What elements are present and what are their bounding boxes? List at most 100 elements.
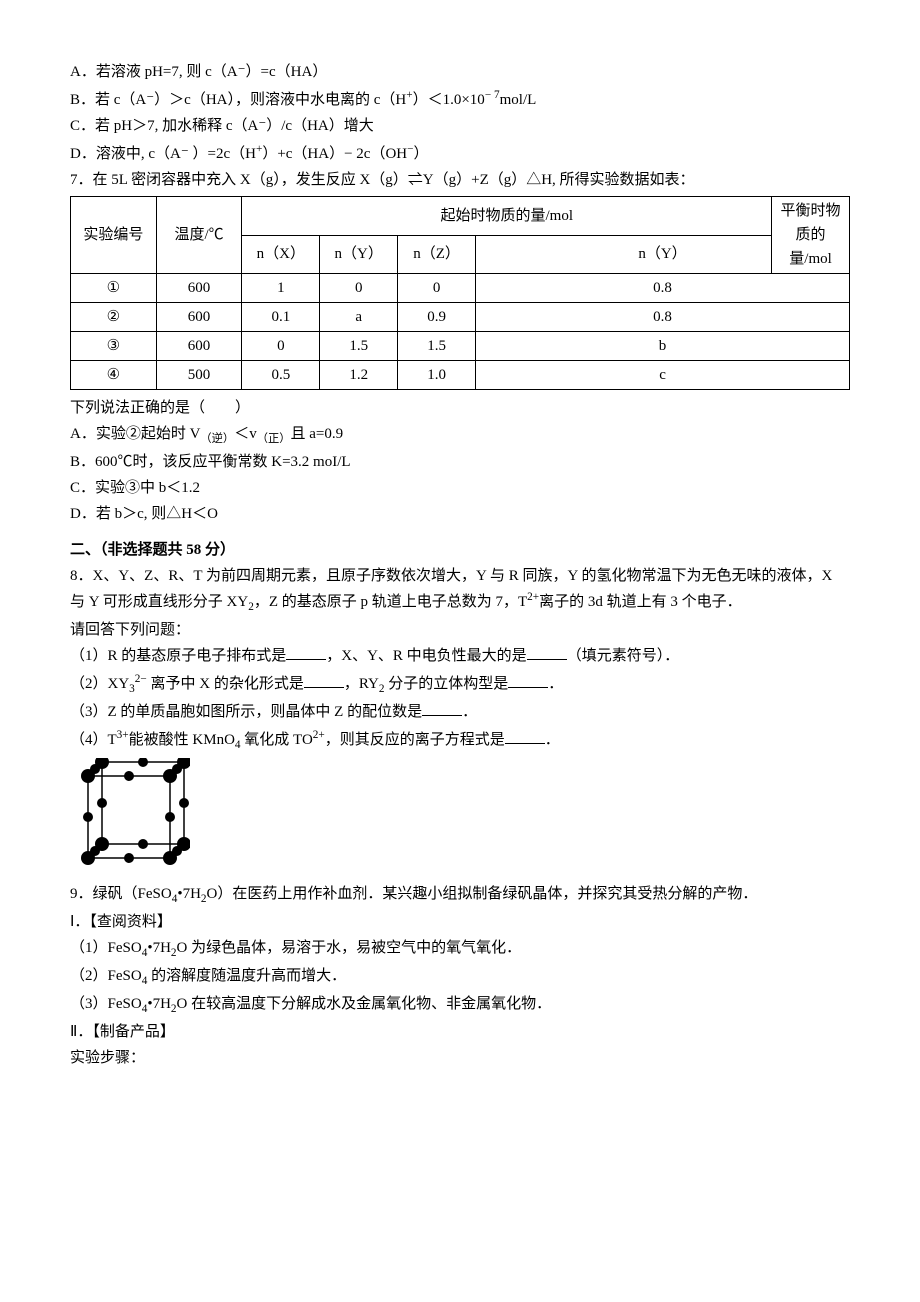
- text: （4）T: [70, 732, 117, 748]
- crystal-cell-icon: [70, 758, 190, 878]
- q7-opt-d: D．若 b＞c, 则△H＜O: [70, 502, 850, 526]
- blank: [527, 644, 567, 660]
- q9-s1-2: （2）FeSO4 的溶解度随温度升高而增大．: [70, 964, 850, 990]
- text: ＜v: [234, 426, 257, 442]
- text: B．若 c（A⁻）＞c（HA），则溶液中水电离的 c（H: [70, 92, 406, 108]
- cell-ny: 1.5: [320, 332, 398, 361]
- text: 的溶解度随温度升高而增大．: [147, 968, 346, 984]
- text: 离子的 3d 轨道上有 3 个电子．: [539, 594, 742, 610]
- q8-p1: （1）R 的基态原子电子排布式是 ，X、Y、R 中电负性最大的是 （填元素符号）．: [70, 644, 850, 668]
- q7-opt-b: B．600℃时，该反应平衡常数 K=3.2 moI/L: [70, 450, 850, 474]
- sup: 3+: [117, 729, 129, 741]
- q9-s1-1: （1）FeSO4•7H2O 为绿色晶体，易溶于水，易被空气中的氧气氧化．: [70, 936, 850, 962]
- cell-nx: 0.5: [242, 361, 320, 390]
- sup: − 7: [485, 89, 500, 101]
- cell-ny: a: [320, 303, 398, 332]
- section2-title: 二、（非选择题共 58 分）: [70, 538, 850, 562]
- text: 能被酸性 KMnO: [129, 732, 235, 748]
- th-start: 起始时物质的量/mol: [242, 197, 772, 236]
- text: （2）XY: [70, 676, 129, 692]
- q7-stem: 7．在 5L 密闭容器中充入 X（g），发生反应 X（g）⇌Y（g）+Z（g）△…: [70, 168, 850, 192]
- cell-id: ①: [71, 274, 157, 303]
- text: 且 a=0.9: [290, 426, 343, 442]
- blank: [505, 728, 545, 744]
- cell-temp: 500: [156, 361, 242, 390]
- blank: [508, 672, 548, 688]
- blank: [286, 644, 326, 660]
- text: 9．绿矾（FeSO: [70, 886, 172, 902]
- cell-id: ②: [71, 303, 157, 332]
- cell-ny2: 0.8: [476, 274, 850, 303]
- cell-id: ④: [71, 361, 157, 390]
- text: ，Z 的基态原子 p 轨道上电子总数为 7，T: [254, 594, 527, 610]
- cell-ny: 0: [320, 274, 398, 303]
- text: mol/L: [500, 92, 537, 108]
- cell-nz: 1.5: [398, 332, 476, 361]
- q6-opt-c: C．若 pH＞7, 加水稀释 c（A⁻）/c（HA）增大: [70, 114, 850, 138]
- text: ．: [462, 704, 477, 720]
- th-temp: 温度/℃: [156, 197, 242, 274]
- cell-id: ③: [71, 332, 157, 361]
- q7-table: 实验编号 温度/℃ 起始时物质的量/mol 平衡时物质的量/mol n（X） n…: [70, 196, 850, 390]
- text: ）: [414, 146, 429, 162]
- text: ，RY: [344, 676, 379, 692]
- text: A．实验②起始时 V: [70, 426, 200, 442]
- q7-opt-a: A．实验②起始时 V（逆）＜v（正）且 a=0.9: [70, 422, 850, 448]
- q6-opt-a: A．若溶液 pH=7, 则 c（A⁻）=c（HA）: [70, 60, 850, 84]
- text: O 在较高温度下分解成水及金属氧化物、非金属氧化物．: [177, 996, 552, 1012]
- cell-ny: 1.2: [320, 361, 398, 390]
- q8-p4: （4）T3+能被酸性 KMnO4 氧化成 TO2+，则其反应的离子方程式是．: [70, 726, 850, 754]
- sup: 2−: [135, 673, 147, 685]
- text: ．: [548, 676, 563, 692]
- cell-temp: 600: [156, 303, 242, 332]
- text: （1）R 的基态原子电子排布式是: [70, 648, 286, 664]
- text: 离予中 X 的杂化形式是: [147, 676, 304, 692]
- cell-nx: 1: [242, 274, 320, 303]
- cell-ny2: b: [476, 332, 850, 361]
- q7-opt-c: C．实验③中 b＜1.2: [70, 476, 850, 500]
- q8-p2: （2）XY32− 离予中 X 的杂化形式是，RY2 分子的立体构型是．: [70, 670, 850, 698]
- q9-s2-title: Ⅱ．【制备产品】: [70, 1020, 850, 1044]
- text: ）+c（HA）− 2c（OH: [262, 146, 407, 162]
- text: O）在医药上用作补血剂．某兴趣小组拟制备绿矾晶体，并探究其受热分解的产物．: [207, 886, 758, 902]
- cell-temp: 600: [156, 274, 242, 303]
- text: （填元素符号）．: [567, 648, 680, 664]
- q9-s1-title: Ⅰ．【查阅资料】: [70, 910, 850, 934]
- th-ny: n（Y）: [320, 235, 398, 274]
- text: O 为绿色晶体，易溶于水，易被空气中的氧气氧化．: [177, 940, 522, 956]
- q9-stem: 9．绿矾（FeSO4•7H2O）在医药上用作补血剂．某兴趣小组拟制备绿矾晶体，并…: [70, 882, 850, 908]
- q6-opt-d: D．溶液中, c（A⁻ ）=2c（H+）+c（HA）− 2c（OH−）: [70, 140, 850, 166]
- table-row: ① 600 1 0 0 0.8: [71, 274, 850, 303]
- cell-temp: 600: [156, 332, 242, 361]
- q8-stem1: 8．X、Y、Z、R、T 为前四周期元素，且原子序数依次增大，Y 与 R 同族，Y…: [70, 564, 850, 616]
- text: D．溶液中, c（A⁻ ）=2c（H: [70, 146, 256, 162]
- text: （1）FeSO: [70, 940, 142, 956]
- table-row: ③ 600 0 1.5 1.5 b: [71, 332, 850, 361]
- text: ）＜1.0×10: [413, 92, 485, 108]
- text: 分子的立体构型是: [385, 676, 509, 692]
- text: （3）FeSO: [70, 996, 142, 1012]
- sub: （正）: [257, 433, 291, 445]
- text: ，X、Y、R 中电负性最大的是: [326, 648, 526, 664]
- q7-after: 下列说法正确的是（ ）: [70, 396, 850, 420]
- cell-nz: 0: [398, 274, 476, 303]
- q9-s1-3: （3）FeSO4•7H2O 在较高温度下分解成水及金属氧化物、非金属氧化物．: [70, 992, 850, 1018]
- cell-nx: 0.1: [242, 303, 320, 332]
- q8-p3: （3）Z 的单质晶胞如图所示，则晶体中 Z 的配位数是 ．: [70, 700, 850, 724]
- q6-opt-b: B．若 c（A⁻）＞c（HA），则溶液中水电离的 c（H+）＜1.0×10− 7…: [70, 86, 850, 112]
- sub: （逆）: [200, 433, 234, 445]
- text: •7H: [147, 940, 171, 956]
- cell-ny2: c: [476, 361, 850, 390]
- table-row: 实验编号 温度/℃ 起始时物质的量/mol 平衡时物质的量/mol: [71, 197, 850, 236]
- blank: [304, 672, 344, 688]
- text: 氧化成 TO: [241, 732, 313, 748]
- sup: 2+: [527, 591, 539, 603]
- cell-nz: 1.0: [398, 361, 476, 390]
- th-exp: 实验编号: [71, 197, 157, 274]
- th-nx: n（X）: [242, 235, 320, 274]
- q8-stem2: 请回答下列问题：: [70, 618, 850, 642]
- text: （3）Z 的单质晶胞如图所示，则晶体中 Z 的配位数是: [70, 704, 422, 720]
- table-row: ② 600 0.1 a 0.9 0.8: [71, 303, 850, 332]
- blank: [422, 700, 462, 716]
- text: （2）FeSO: [70, 968, 142, 984]
